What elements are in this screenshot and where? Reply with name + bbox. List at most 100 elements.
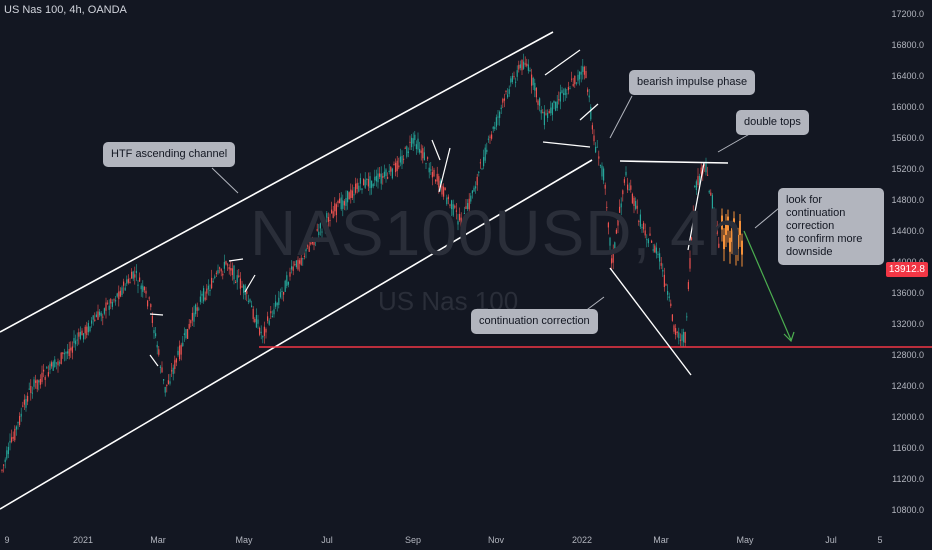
candle-body: [567, 87, 569, 91]
candle-body: [543, 111, 545, 126]
candle-body: [382, 176, 384, 178]
callout-double-tops[interactable]: double tops: [736, 110, 809, 135]
candle-body: [11, 437, 13, 442]
candle-body: [703, 164, 705, 166]
candle-body: [414, 134, 416, 141]
candle-body: [526, 63, 528, 66]
candle-body: [115, 300, 117, 302]
candle-body: [231, 268, 233, 276]
callout-look-line-2: correction: [786, 220, 835, 232]
candle-body: [275, 301, 277, 307]
candle-body: [22, 405, 24, 407]
y-tick-label: 12400.0: [891, 381, 924, 391]
candle-body: [225, 261, 227, 265]
candle-body: [599, 164, 601, 166]
candle-body: [94, 319, 96, 321]
trendline: [149, 354, 159, 367]
candle-body: [447, 196, 449, 200]
candle-body: [494, 126, 496, 130]
callout-htf-channel[interactable]: HTF ascending channel: [103, 142, 236, 167]
y-tick-label: 15600.0: [891, 133, 924, 143]
y-tick-label: 17200.0: [891, 9, 924, 19]
candle-body: [643, 222, 645, 230]
candle-body: [508, 89, 510, 94]
candle-body: [655, 247, 657, 254]
candle-body: [529, 70, 531, 72]
candle-body: [399, 156, 401, 163]
candle-body: [524, 63, 526, 65]
candle-body: [87, 323, 89, 333]
candle-body: [507, 94, 509, 98]
candle-body: [495, 117, 497, 127]
candle-body: [1, 469, 3, 471]
candle-body: [236, 275, 238, 283]
x-tick-label: Sep: [405, 535, 421, 545]
candle-body: [572, 84, 574, 86]
trendline: [687, 162, 705, 251]
candle-body: [350, 189, 352, 198]
candle-body: [593, 135, 595, 142]
candle-body: [465, 206, 467, 209]
candle-body: [551, 102, 553, 115]
candle-body: [454, 205, 456, 208]
candle-body: [699, 175, 701, 185]
candle-body: [147, 300, 149, 307]
callout-continuation-correction[interactable]: continuation correction: [471, 309, 598, 334]
callout-bearish-impulse[interactable]: bearish impulse phase: [629, 70, 756, 95]
candle-body: [684, 332, 686, 343]
candle-body: [191, 312, 193, 321]
candle-body: [582, 66, 584, 72]
candle-body: [412, 138, 414, 144]
candle-body: [283, 291, 285, 295]
candle-body: [631, 193, 633, 204]
candle-body: [391, 168, 393, 179]
candle-body: [457, 221, 459, 225]
candle-body: [17, 422, 19, 424]
candle-body: [371, 180, 373, 188]
candle-body: [441, 186, 443, 195]
candle-body: [566, 93, 568, 95]
candle-body: [537, 100, 539, 105]
candle-body: [548, 111, 550, 114]
candle-body: [363, 178, 365, 186]
candle-body: [159, 366, 161, 368]
x-tick-label: May: [736, 535, 754, 545]
candle-body: [366, 178, 368, 180]
candle-body: [103, 308, 105, 314]
candle-body: [23, 399, 25, 405]
candle-body: [78, 332, 80, 337]
candle-body: [118, 291, 120, 300]
candle-body: [86, 326, 88, 336]
candle-body: [148, 297, 150, 299]
projection-body: [729, 237, 731, 252]
trendline: [244, 274, 256, 293]
target-arrow-shaft: [743, 230, 792, 341]
candle-body: [211, 277, 213, 289]
candle-body: [681, 334, 683, 341]
y-tick-label: 10800.0: [891, 505, 924, 515]
candle-body: [179, 345, 181, 360]
candle-body: [204, 297, 206, 300]
candle-body: [180, 344, 182, 355]
candle-body: [662, 270, 664, 272]
candle-body: [630, 185, 632, 190]
callout-look-for[interactable]: look for continuation correction to conf…: [778, 188, 884, 265]
candle-body: [569, 88, 571, 90]
candle-body: [510, 78, 512, 83]
candle-body: [555, 101, 557, 111]
candle-body: [127, 278, 129, 283]
candle-body: [183, 333, 185, 335]
candle-body: [169, 381, 171, 384]
candle-body: [57, 361, 59, 366]
candle-body: [531, 74, 533, 86]
candle-body: [353, 194, 355, 196]
x-tick-label: Mar: [653, 535, 669, 545]
channel-upper-line: [0, 31, 554, 333]
candle-body: [203, 288, 205, 302]
candle-body: [623, 179, 625, 183]
candle-body: [559, 92, 561, 102]
candle-body: [81, 330, 83, 336]
candle-body: [683, 331, 685, 343]
candle-body: [694, 186, 696, 188]
candle-body: [327, 217, 329, 222]
